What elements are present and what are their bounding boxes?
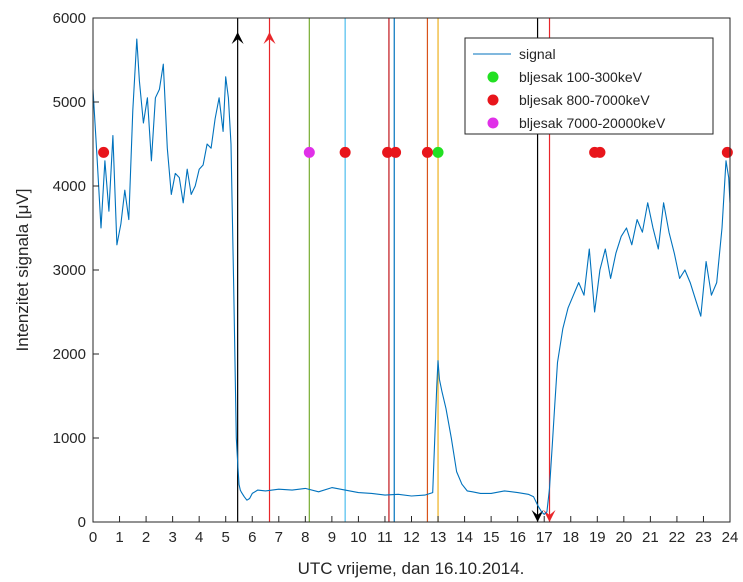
y-tick-label: 6000 — [53, 10, 86, 27]
y-axis: 0 1000 2000 3000 4000 5000 6000 — [53, 10, 99, 531]
x-tick-label: 22 — [669, 529, 686, 546]
x-tick-label: 8 — [301, 529, 309, 546]
x-tick-label: 24 — [722, 529, 739, 546]
x-tick-label: 1 — [115, 529, 123, 546]
x-tick-label: 23 — [695, 529, 712, 546]
legend-marker-red — [487, 94, 499, 106]
x-tick-label: 4 — [195, 529, 203, 546]
x-tick-label: 9 — [328, 529, 336, 546]
arrow-up-icon — [231, 32, 244, 44]
x-tick-label: 16 — [509, 529, 526, 546]
y-tick-label: 4000 — [53, 178, 86, 195]
signal-series — [92, 38, 731, 515]
x-tick-label: 6 — [248, 529, 256, 546]
flare-marker — [98, 146, 110, 158]
x-tick-label: 12 — [403, 529, 420, 546]
legend-label-signal: signal — [519, 46, 556, 62]
flare-marker — [339, 146, 351, 158]
flare-marker — [390, 146, 402, 158]
y-tick-label: 3000 — [53, 262, 86, 279]
legend: signal bljesak 100-300keV bljesak 800-70… — [464, 37, 714, 135]
x-tick-label: 10 — [350, 529, 367, 546]
legend-marker-magenta — [487, 117, 499, 129]
x-tick-label: 11 — [377, 529, 393, 546]
x-tick-label: 5 — [222, 529, 230, 546]
flare-marker — [432, 146, 444, 158]
signal-line — [92, 38, 731, 515]
x-tick-label: 15 — [483, 529, 500, 546]
x-tick-label: 19 — [589, 529, 606, 546]
legend-label-flare-7000-20000: bljesak 7000-20000keV — [519, 115, 666, 131]
flare-marker — [421, 146, 433, 158]
y-tick-label: 1000 — [53, 430, 86, 447]
x-tick-label: 20 — [615, 529, 632, 546]
y-tick-label: 0 — [78, 514, 86, 531]
legend-marker-green — [487, 71, 499, 83]
legend-label-flare-100-300: bljesak 100-300keV — [519, 69, 643, 85]
flare-marker — [382, 146, 394, 158]
x-tick-label: 14 — [456, 529, 473, 546]
x-tick-label: 21 — [642, 529, 659, 546]
x-axis-title: UTC vrijeme, dan 16.10.2014. — [298, 559, 525, 578]
event-lines-group — [231, 18, 556, 522]
flare-marker — [303, 146, 315, 158]
flare-marker — [594, 146, 606, 158]
flare-markers-group — [98, 146, 733, 158]
y-axis-title: Intenzitet signala [μV] — [13, 189, 32, 352]
legend-label-flare-800-7000: bljesak 800-7000keV — [519, 92, 650, 108]
arrow-up-icon — [263, 32, 276, 44]
x-tick-label: 3 — [168, 529, 176, 546]
y-tick-label: 2000 — [53, 346, 86, 363]
x-tick-label: 17 — [536, 529, 553, 546]
x-tick-label: 7 — [275, 529, 283, 546]
x-tick-label: 2 — [142, 529, 150, 546]
x-tick-label: 18 — [562, 529, 579, 546]
x-tick-label: 0 — [89, 529, 97, 546]
arrow-down-icon — [531, 510, 544, 522]
x-axis: 0 1 2 3 4 5 6 7 8 9 10 11 12 13 14 15 16 17 18 19 20 21 22 23 24 — [89, 516, 739, 546]
x-tick-label: 13 — [430, 529, 447, 546]
y-tick-label: 5000 — [53, 94, 86, 111]
flare-marker — [721, 146, 733, 158]
